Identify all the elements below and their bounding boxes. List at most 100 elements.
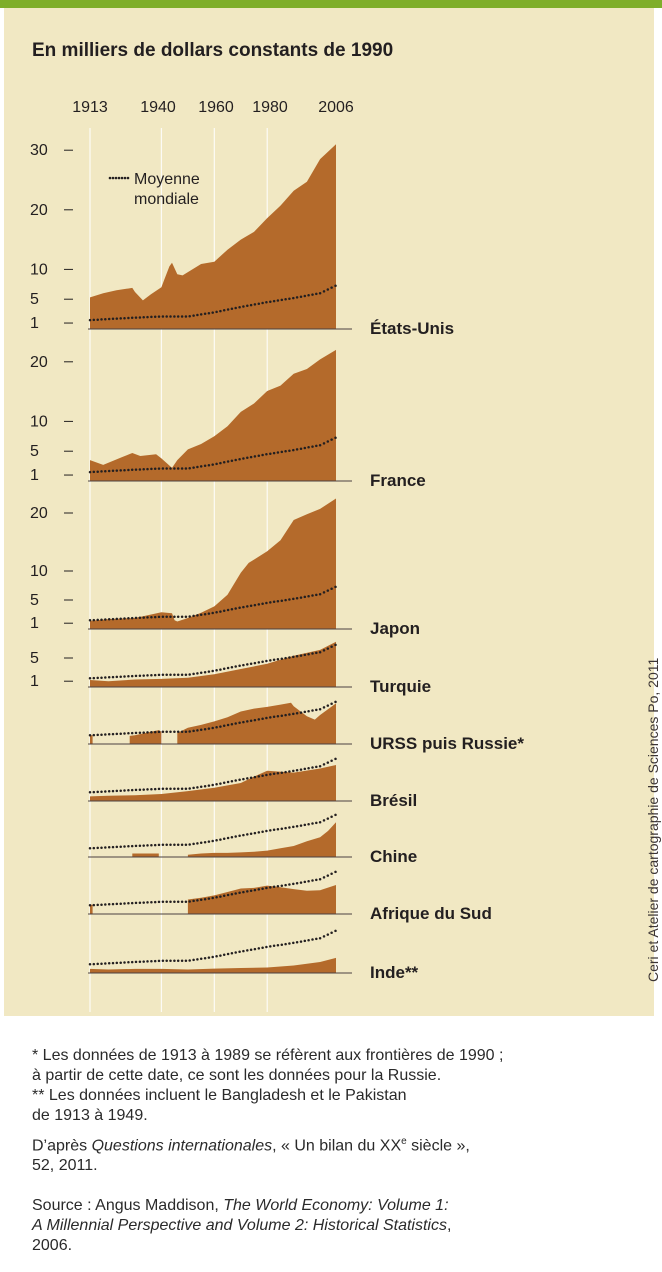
world-dot (257, 661, 261, 664)
world-dot (96, 470, 99, 473)
world-dot (230, 952, 234, 955)
x-tick-label-1940: 1940 (140, 99, 176, 116)
world-dot (188, 843, 191, 846)
world-dot (207, 463, 211, 467)
world-dot (107, 962, 111, 965)
area-6-0 (132, 853, 159, 857)
world-dot (288, 713, 291, 716)
world-dot (88, 318, 92, 322)
world-dot (150, 901, 153, 904)
world-dot (295, 448, 299, 451)
world-dot (330, 438, 333, 441)
world-dot (142, 731, 145, 734)
world-dot (173, 615, 176, 619)
world-dot (142, 844, 145, 847)
world-dot (276, 715, 280, 718)
world-dot (88, 677, 92, 680)
world-dot (173, 959, 176, 963)
y-tick-label-2-20: 20 (30, 505, 48, 522)
legend-dot (120, 176, 124, 180)
world-dot (161, 315, 165, 318)
world-dot (173, 787, 176, 791)
world-dot (269, 945, 272, 948)
world-dot (184, 843, 188, 847)
world-dot (215, 310, 218, 314)
world-dot (303, 710, 307, 714)
world-dot (104, 469, 107, 473)
world-dot (107, 790, 111, 793)
world-dot (219, 782, 222, 785)
world-dot (199, 671, 203, 675)
world-dot (315, 651, 318, 655)
world-dot (280, 771, 284, 774)
world-dot (127, 789, 130, 792)
legend-dot (123, 176, 127, 180)
world-dot (334, 436, 337, 440)
world-dot (211, 726, 214, 730)
source2-comma: , (446, 1217, 452, 1234)
world-dot (334, 757, 337, 761)
world-dot (211, 955, 214, 959)
world-dot (318, 877, 322, 881)
world-dot (134, 316, 138, 319)
world-dot (196, 614, 199, 617)
area-8-0 (90, 957, 336, 973)
world-dot (176, 673, 180, 677)
world-dot (261, 453, 264, 457)
y-tick-label-1-20: 20 (30, 354, 48, 371)
world-dot (176, 467, 180, 470)
world-dot (169, 959, 172, 963)
world-dot (253, 661, 257, 665)
world-dot (292, 296, 295, 300)
world-dot (272, 772, 276, 776)
world-dot (161, 673, 165, 677)
world-dot (123, 468, 126, 472)
world-dot (180, 615, 184, 619)
world-dot (253, 775, 257, 779)
world-dot (322, 442, 326, 445)
world-dot (207, 840, 211, 843)
world-dot (203, 612, 207, 616)
world-dot (295, 296, 299, 299)
world-dot (134, 616, 138, 620)
world-dot (100, 470, 103, 473)
world-dot (127, 961, 130, 964)
y-tick-label-1-10: 10 (30, 413, 48, 430)
world-dot (146, 788, 149, 791)
source1-sup: e (401, 1136, 407, 1147)
world-dot (307, 938, 310, 942)
world-dot (92, 470, 96, 474)
world-dot (230, 608, 234, 611)
world-dot (284, 826, 287, 830)
world-dot (295, 596, 299, 600)
world-dot (153, 787, 157, 791)
world-dot (265, 716, 268, 720)
footnote-1-line-1: * Les données de 1913 à 1989 se réfèrent… (32, 1047, 504, 1064)
world-dot (199, 465, 203, 468)
world-dot (249, 832, 253, 835)
world-dot (92, 676, 96, 680)
gdp-per-capita-chart: 1913 1940 1960 1980 2006 1 5 10 20 30 États-Unis 1 5… (30, 99, 524, 1012)
source2-line-3: 2006. (32, 1237, 73, 1254)
world-dot (138, 731, 142, 735)
world-dot (272, 658, 276, 662)
world-dot (134, 674, 138, 678)
world-dot (292, 655, 295, 659)
world-dot (322, 763, 326, 766)
world-dot (203, 840, 207, 844)
world-dot (207, 727, 211, 730)
world-dot (326, 874, 330, 877)
world-dot (188, 466, 191, 470)
world-dot (334, 585, 337, 589)
world-dot (222, 781, 226, 785)
world-dot (161, 959, 165, 963)
world-dot (173, 467, 176, 470)
world-dot (203, 897, 207, 901)
world-dot (123, 316, 126, 320)
world-dot (261, 946, 264, 949)
world-dot (249, 604, 253, 607)
world-dot (334, 284, 337, 288)
world-dot (242, 720, 245, 724)
world-dot (211, 463, 214, 466)
world-dot (153, 615, 157, 619)
